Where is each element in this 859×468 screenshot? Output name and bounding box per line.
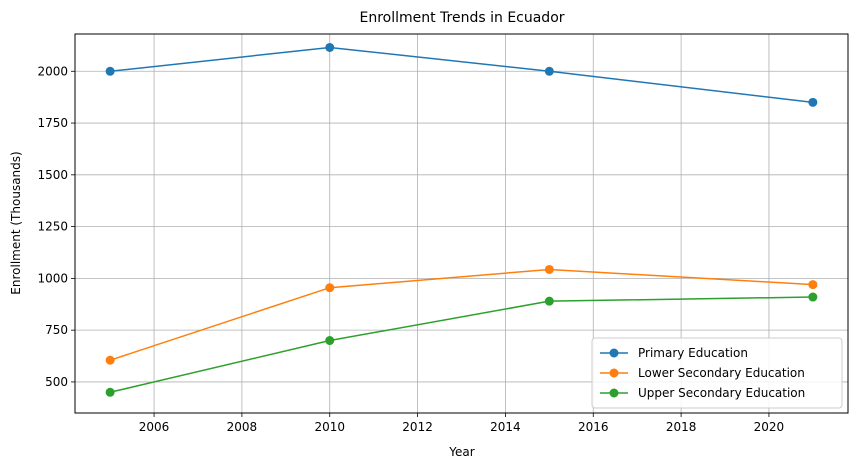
legend-marker	[609, 388, 619, 398]
chart-title: Enrollment Trends in Ecuador	[359, 10, 564, 26]
legend: Primary Education Lower Secondary Educati…	[591, 337, 843, 409]
x-tick-label: 2010	[314, 420, 345, 434]
data-point	[105, 355, 115, 365]
data-point	[325, 42, 335, 52]
y-tick-label: 2000	[37, 64, 68, 78]
y-tick-label: 1500	[37, 168, 68, 182]
legend-box	[591, 337, 843, 409]
legend-label: Upper Secondary Education	[638, 386, 805, 400]
series-2	[105, 292, 818, 397]
legend-marker	[609, 368, 619, 378]
data-point	[544, 296, 554, 306]
x-tick-label: 2006	[139, 420, 170, 434]
y-axis-label: Enrollment (Thousands)	[9, 151, 23, 294]
legend-label: Lower Secondary Education	[638, 366, 805, 380]
series-line	[110, 46, 813, 104]
data-point	[105, 387, 115, 397]
series-0	[105, 42, 818, 107]
legend-item: Lower Secondary Education	[600, 366, 805, 380]
x-tick-label: 2014	[490, 420, 521, 434]
data-point	[544, 66, 554, 76]
y-tick-label: 1000	[37, 271, 68, 285]
data-point	[808, 292, 818, 302]
legend-label: Primary Education	[638, 346, 748, 360]
data-point	[325, 336, 335, 346]
x-tick-label: 2020	[754, 420, 785, 434]
y-tick-label: 1250	[37, 220, 68, 234]
data-point	[808, 97, 818, 107]
series-line	[109, 296, 813, 394]
data-point	[105, 66, 115, 76]
legend-marker	[609, 348, 619, 358]
legend-item: Upper Secondary Education	[600, 386, 805, 400]
series-line	[109, 268, 813, 361]
x-tick-label: 2018	[666, 420, 697, 434]
y-tick-label: 1750	[37, 116, 68, 130]
y-tick-label: 750	[45, 323, 68, 337]
x-tick-label: 2012	[402, 420, 433, 434]
y-ticks: 500 750 1000 1250 1500 1750 2000	[37, 64, 75, 389]
data-point	[808, 280, 818, 290]
series-group	[105, 42, 818, 397]
plot-frame	[74, 33, 849, 414]
series-1	[105, 264, 818, 365]
legend-item: Primary Education	[600, 346, 748, 360]
data-point	[325, 283, 335, 293]
data-point	[544, 264, 554, 274]
y-tick-label: 500	[45, 375, 68, 389]
x-tick-label: 2016	[578, 420, 609, 434]
x-tick-label: 2008	[227, 420, 258, 434]
x-ticks: 2006 2008 2010 2012 2014 2016 2018 2020	[139, 413, 784, 434]
x-axis-label: Year	[448, 445, 474, 459]
